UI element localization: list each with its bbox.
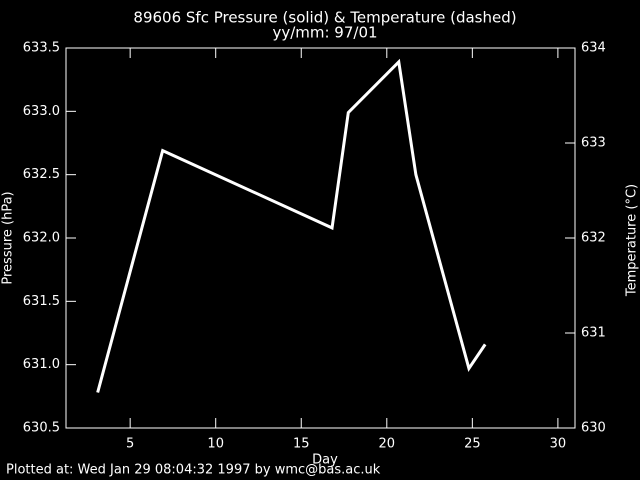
y2-tick-label: 630 bbox=[581, 421, 606, 436]
y2-tick-label: 631 bbox=[581, 326, 606, 341]
y-tick-label: 631.5 bbox=[23, 294, 60, 309]
y-tick-label: 632.0 bbox=[23, 231, 60, 246]
x-tick-label: 15 bbox=[293, 437, 310, 452]
x-tick-label: 25 bbox=[464, 437, 481, 452]
y-tick-label: 633.0 bbox=[23, 104, 60, 119]
y2-axis-label: Temperature (°C) bbox=[625, 184, 640, 297]
y-tick-label: 630.5 bbox=[23, 421, 60, 436]
y-tick-label: 633.5 bbox=[23, 41, 60, 56]
chart-subtitle: yy/mm: 97/01 bbox=[272, 24, 377, 42]
footer: Plotted at: Wed Jan 29 08:04:32 1997 by … bbox=[6, 463, 381, 478]
x-tick-label: 20 bbox=[379, 437, 396, 452]
pressure-line bbox=[96, 58, 487, 393]
y2-tick-label: 633 bbox=[581, 136, 606, 151]
y-axis-label: Pressure (hPa) bbox=[1, 191, 16, 284]
x-tick-label: 30 bbox=[550, 437, 567, 452]
x-tick-label: 10 bbox=[207, 437, 224, 452]
y2-tick-label: 634 bbox=[581, 41, 606, 56]
y-tick-label: 632.5 bbox=[23, 167, 60, 182]
chart-title: 89606 Sfc Pressure (solid) & Temperature… bbox=[133, 9, 516, 27]
y-tick-label: 631.0 bbox=[23, 357, 60, 372]
plot-frame bbox=[65, 47, 576, 429]
x-tick-label: 5 bbox=[126, 437, 134, 452]
x-axis-label: Day bbox=[312, 453, 338, 468]
y2-tick-label: 632 bbox=[581, 231, 606, 246]
